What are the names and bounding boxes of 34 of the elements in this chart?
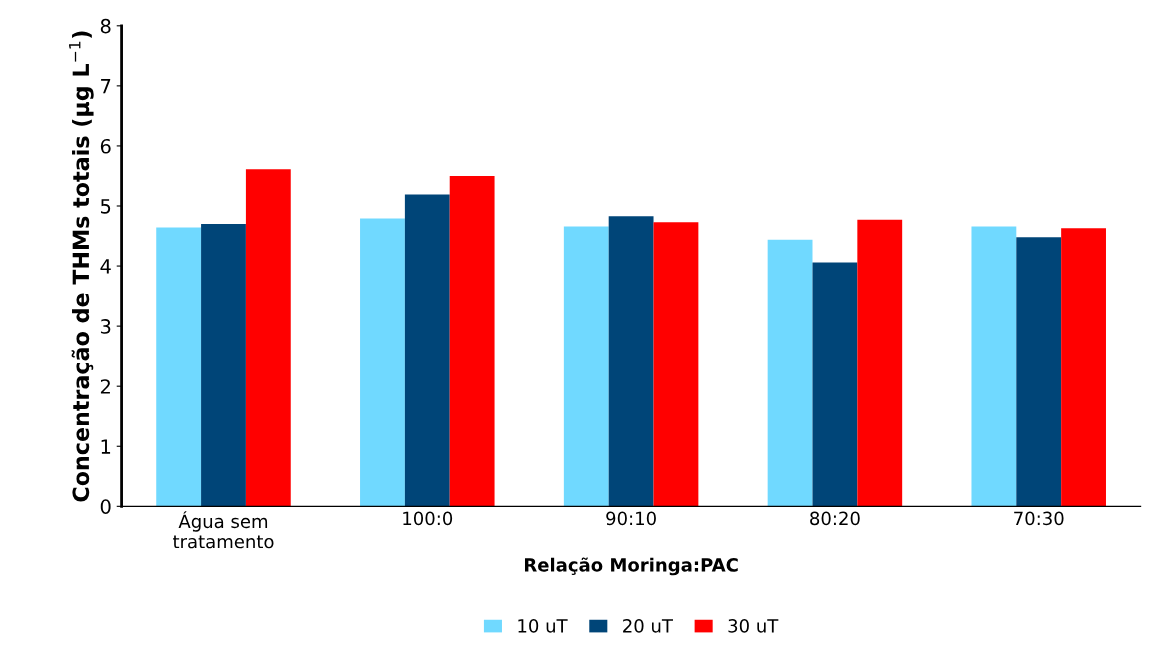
x-tick-label: 100:0 (403, 511, 453, 526)
bar (360, 218, 405, 507)
bar (201, 224, 246, 507)
bar (653, 222, 699, 507)
y-tick-label: 8 (100, 18, 111, 34)
y-tick-label: 5 (101, 199, 111, 214)
bar (245, 169, 291, 507)
legend-label: 10 uT (518, 619, 568, 633)
bar (156, 227, 202, 507)
x-tick-label: 90:10 (606, 511, 656, 526)
y-tick-label: 1 (101, 439, 111, 454)
y-tick-label: 2 (100, 379, 110, 394)
bar (767, 239, 813, 507)
y-tick-label: 3 (100, 319, 111, 334)
bar (1061, 228, 1106, 507)
y-tick-label: 6 (100, 138, 111, 154)
bar (857, 219, 903, 507)
bar (608, 216, 654, 507)
y-axis-title: Concentração de THMs totais (µg L$^{−1}$) (69, 31, 94, 502)
bar (563, 226, 609, 507)
y-tick-label: 7 (101, 79, 111, 94)
bar (449, 175, 495, 507)
bar (812, 262, 858, 507)
y-tick-label: 4 (100, 259, 111, 274)
x-tick-label: Água sem tratamento (172, 511, 274, 549)
legend-label: 20 uT (623, 619, 674, 633)
bar (404, 194, 450, 507)
x-tick-label: 70:30 (1014, 511, 1064, 526)
x-tick-label: 80:20 (810, 511, 860, 526)
y-tick-label: 0 (100, 499, 111, 514)
bar (971, 226, 1017, 507)
legend-label: 30 uT (728, 619, 779, 633)
x-axis-title: Relação Moringa:PAC (524, 557, 738, 576)
bar (1016, 237, 1062, 507)
